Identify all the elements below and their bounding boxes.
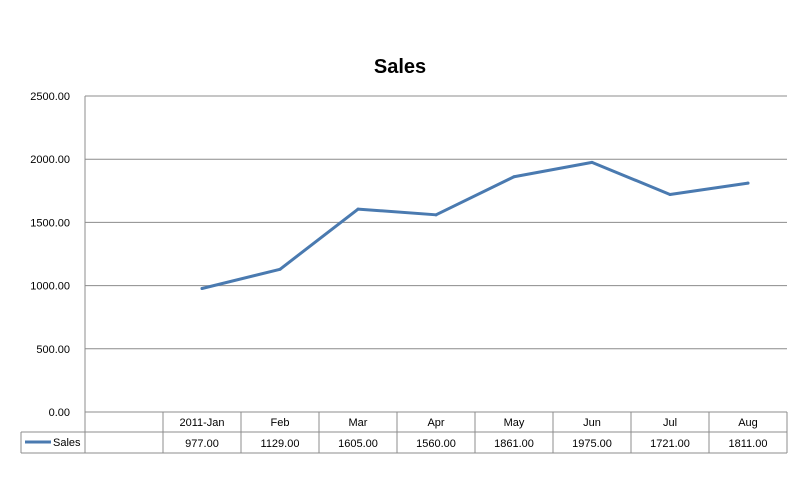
series-line-sales	[200, 160, 750, 291]
data-point	[590, 160, 594, 164]
x-tick-label: Feb	[271, 417, 290, 429]
data-point	[356, 207, 360, 211]
x-tick-label: 2011-Jan	[179, 417, 224, 429]
y-tick-label: 2000.00	[30, 154, 70, 166]
data-table: 2011-Jan 977.00 Feb 1129.00 Mar 1605.00 Apr 156…	[20, 412, 788, 454]
y-tick-label: 2500.00	[30, 91, 70, 103]
plot-area: 0.00 500.00 1000.00 1500.00 2000.00 2500.00	[30, 91, 787, 453]
legend-label: Sales	[53, 437, 81, 449]
y-tick-label: 0.00	[49, 407, 70, 419]
y-tick-label: 500.00	[36, 344, 70, 356]
x-tick-label: Apr	[427, 417, 444, 429]
x-tick-label: Jul	[663, 417, 677, 429]
data-point	[512, 175, 516, 179]
data-label: 1861.00	[494, 438, 534, 450]
x-tick-label: Mar	[349, 417, 368, 429]
data-point	[434, 213, 438, 217]
y-tick-label: 1500.00	[30, 217, 70, 229]
data-point	[278, 267, 282, 271]
x-tick-label: Jun	[583, 417, 601, 429]
data-label: 1811.00	[729, 438, 768, 450]
data-label: 977.00	[185, 438, 219, 450]
y-tick-label: 1000.00	[30, 281, 70, 293]
data-label: 1560.00	[416, 438, 456, 450]
data-point	[746, 181, 750, 185]
data-label: 1721.00	[650, 438, 690, 450]
data-point	[200, 287, 204, 291]
data-label: 1605.00	[338, 438, 378, 450]
x-tick-label: Aug	[738, 417, 758, 429]
x-tick-label: May	[504, 417, 525, 429]
chart-title: Sales	[374, 56, 426, 78]
data-label: 1129.00	[261, 438, 300, 450]
data-label: 1975.00	[572, 438, 612, 450]
data-point	[668, 192, 672, 196]
